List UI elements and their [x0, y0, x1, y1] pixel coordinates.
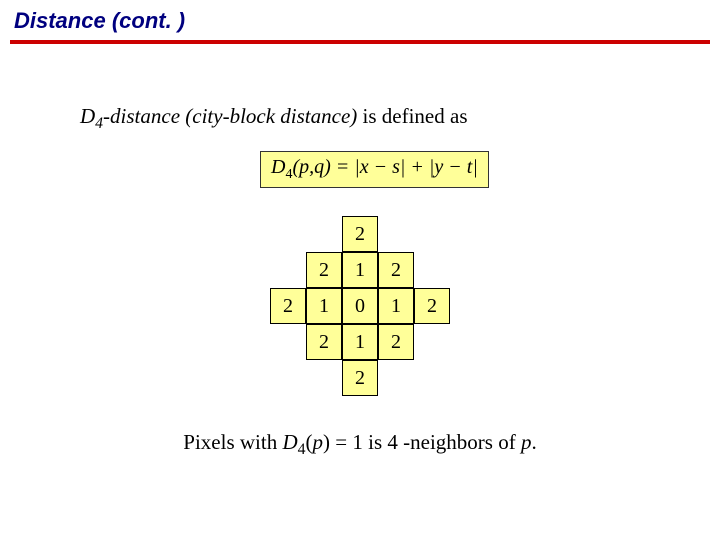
d4-sub: 4 [95, 115, 103, 132]
grid-cell: 2 [270, 288, 306, 324]
footer-sub: 4 [298, 441, 306, 458]
grid-cell: 2 [306, 324, 342, 360]
grid-cell: 2 [378, 324, 414, 360]
grid-cell: 1 [306, 288, 342, 324]
footer-sym: D [282, 430, 297, 454]
footer-p4: . [531, 430, 536, 454]
footer-p3: ) = 1 is 4 -neighbors of [323, 430, 521, 454]
definition-plain: is defined as [357, 104, 467, 128]
footer-line: Pixels with D4(p) = 1 is 4 -neighbors of… [0, 430, 720, 459]
grid-cell: 2 [414, 288, 450, 324]
grid-cell: 2 [306, 252, 342, 288]
definition-line: D4-distance (city-block distance) is def… [80, 104, 720, 133]
grid-cell: 2 [378, 252, 414, 288]
formula-box: D4(p,q) = |x − s| + |y − t| [260, 151, 489, 188]
grid-cell: 2 [342, 216, 378, 252]
d4-sym: D [80, 104, 95, 128]
distance-grid: 2212210122122 [270, 216, 450, 396]
grid-cell: 2 [342, 360, 378, 396]
grid-cell: 1 [342, 252, 378, 288]
slide-title: Distance (cont. ) [0, 0, 720, 38]
grid-cell: 1 [342, 324, 378, 360]
grid-cell: 1 [378, 288, 414, 324]
definition-italic: -distance (city-block distance) [103, 104, 357, 128]
footer-p-2: p [521, 430, 532, 454]
footer-p1: Pixels with [183, 430, 282, 454]
footer-p2: ( [306, 430, 313, 454]
footer-p: p [313, 430, 324, 454]
title-rule [10, 40, 710, 44]
grid-cell: 0 [342, 288, 378, 324]
